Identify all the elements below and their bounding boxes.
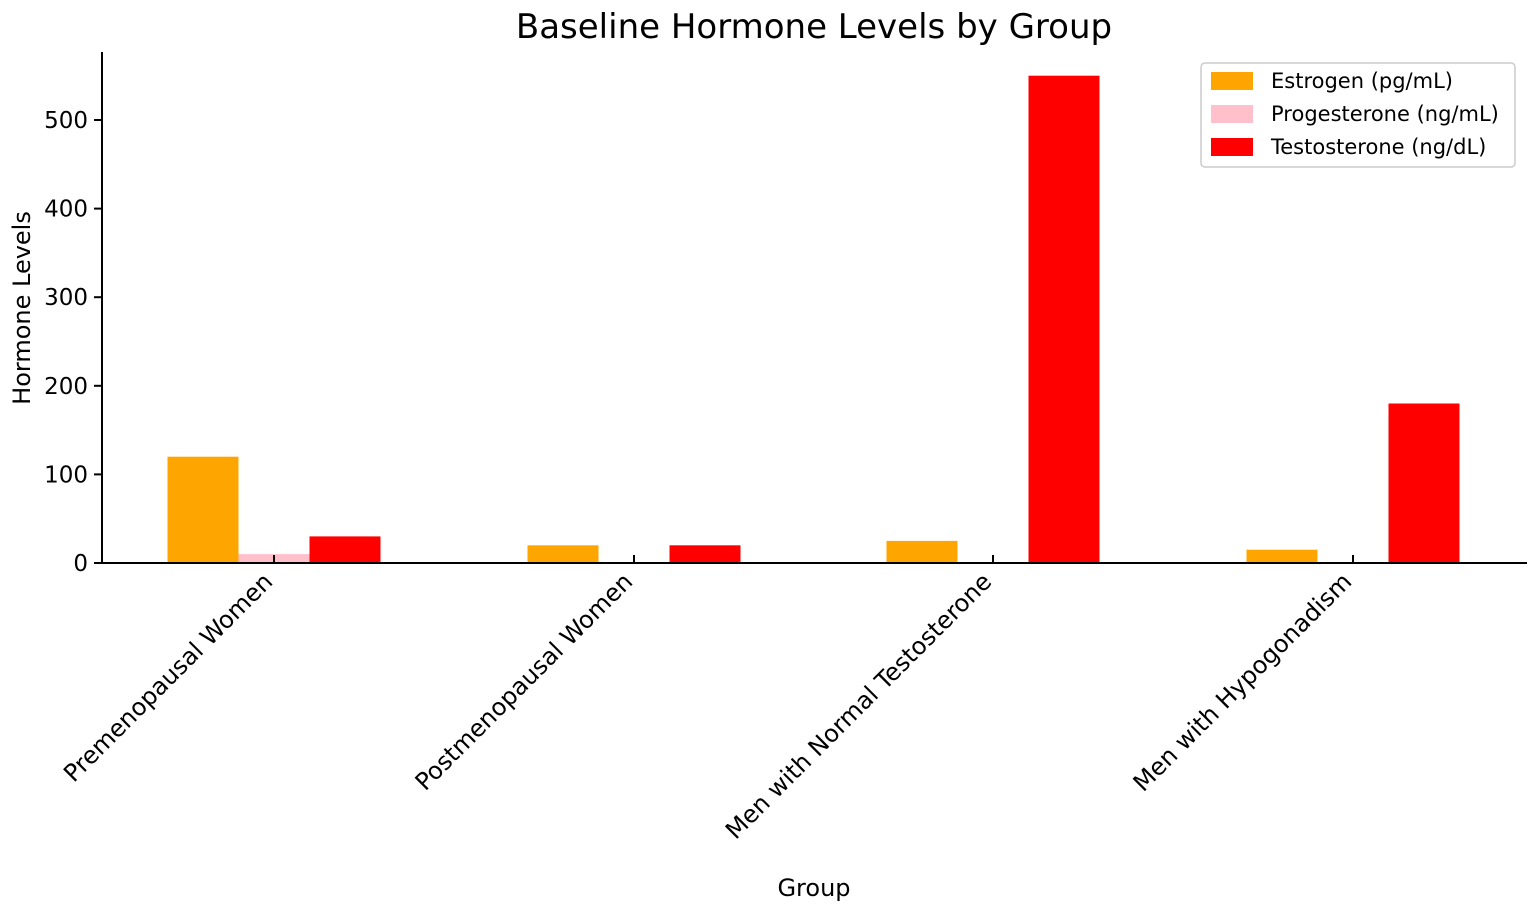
legend-label: Estrogen (pg/mL) <box>1271 69 1453 93</box>
axes-layer <box>101 52 1527 564</box>
x-ticks: Premenopausal Women Postmenopausal Women M… <box>58 555 1357 845</box>
chart-title: Baseline Hormone Levels by Group <box>516 7 1112 47</box>
y-ticks: 0 100 200 300 400 500 <box>44 108 102 577</box>
bars-layer <box>167 75 1460 563</box>
y-tick-label: 0 <box>73 551 88 577</box>
bar-estrogen-2 <box>886 540 958 563</box>
legend-frame <box>1200 62 1516 168</box>
y-tick-label: 100 <box>44 462 88 488</box>
category-label: Men with Normal Testosterone <box>720 567 997 844</box>
legend-swatch <box>1211 72 1253 90</box>
legend: Estrogen (pg/mL) Progesterone (ng/mL) Test… <box>1200 62 1516 168</box>
bar-estrogen-1 <box>527 545 599 563</box>
legend-swatch <box>1211 105 1253 123</box>
bar-testosterone-0 <box>309 536 381 563</box>
bar-testosterone-2 <box>1028 75 1100 563</box>
y-tick-label: 400 <box>44 197 88 223</box>
category-label: Premenopausal Women <box>58 567 278 787</box>
bar-estrogen-3 <box>1246 549 1318 563</box>
legend-swatch <box>1211 138 1253 156</box>
legend-items: Estrogen (pg/mL) Progesterone (ng/mL) Test… <box>1211 69 1499 159</box>
bar-estrogen-0 <box>167 456 239 563</box>
category-label: Men with Hypogonadism <box>1128 567 1358 797</box>
legend-label: Testosterone (ng/dL) <box>1270 135 1486 159</box>
bar-testosterone-3 <box>1388 403 1460 563</box>
y-tick-label: 500 <box>44 108 88 134</box>
y-axis-title: Hormone Levels <box>8 211 36 405</box>
x-axis-title: Group <box>777 874 850 902</box>
category-label: Postmenopausal Women <box>410 567 639 796</box>
bar-testosterone-1 <box>669 545 741 563</box>
legend-label: Progesterone (ng/mL) <box>1271 102 1499 126</box>
y-tick-label: 200 <box>44 374 88 400</box>
y-tick-label: 300 <box>44 285 88 311</box>
